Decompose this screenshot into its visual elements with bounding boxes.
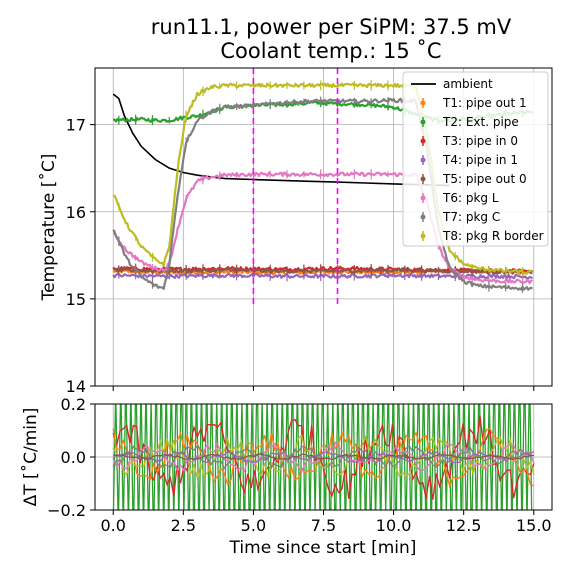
legend-label: ambient — [443, 77, 493, 91]
bottom-y-tick-label: 0.0 — [61, 448, 86, 467]
x-axis-label: Time since start [min] — [229, 538, 417, 558]
top-y-tick-label: 16 — [66, 203, 86, 222]
legend-entry: T5: pipe out 0 — [420, 172, 527, 186]
top-y-axis-label: Temperature [˚C] — [38, 154, 59, 302]
legend-entry: T2: Ext. pipe — [420, 115, 519, 129]
legend-marker-dot — [420, 157, 426, 163]
x-tick-label: 7.5 — [311, 516, 336, 535]
series-line — [112, 97, 533, 291]
top-y-tick-label: 14 — [66, 377, 86, 396]
legend-label: T4: pipe in 1 — [442, 153, 518, 167]
bottom-y-tick-label: −0.2 — [47, 501, 86, 520]
series-line — [112, 272, 533, 280]
derivative-series-7 — [113, 453, 534, 461]
legend-entry: T3: pipe in 0 — [420, 134, 518, 148]
legend-marker-dot — [420, 100, 426, 106]
legend-label: T3: pipe in 0 — [442, 134, 518, 148]
legend-marker-dot — [420, 138, 426, 144]
top-y-tick-label: 15 — [66, 290, 86, 309]
legend-entry: T1: pipe out 1 — [420, 96, 527, 110]
legend-label: T6: pkg L — [442, 191, 499, 205]
legend-entry: T8: pkg R border — [420, 229, 544, 243]
legend-label: T7: pkg C — [442, 210, 500, 224]
bottom-data-area — [112, 404, 535, 510]
series-line — [112, 267, 534, 275]
legend-marker-dot — [420, 119, 426, 125]
x-tick-label: 15.0 — [516, 516, 552, 535]
series-line — [113, 82, 533, 275]
legend-label: T5: pipe out 0 — [442, 172, 527, 186]
derivative-series-2 — [112, 427, 534, 489]
legend-marker-dot — [420, 176, 426, 182]
chart-title-line-1: run11.1, power per SiPM: 37.5 mV — [151, 15, 512, 39]
legend-entry: ambient — [411, 77, 493, 91]
x-tick-label: 12.5 — [446, 516, 482, 535]
x-tick-label: 0.0 — [100, 516, 125, 535]
top-plot: 14 15 16 17 ambient T1: pipe out 1 T2: Ext. pi… — [66, 67, 553, 396]
derivative-series-0 — [112, 404, 533, 510]
x-tick-label: 10.0 — [376, 516, 412, 535]
bottom-plot: −0.2 0.0 0.2 0.0 2.5 5.0 7.5 10.0 12.5 15.0 — [47, 395, 553, 535]
legend-label: T8: pkg R border — [442, 229, 544, 243]
derivative-series-5 — [112, 445, 535, 470]
legend-marker-dot — [420, 214, 426, 220]
legend-entry: T6: pkg L — [420, 191, 499, 205]
bottom-y-axis-label: ΔT [˚C/min] — [20, 408, 41, 507]
legend-marker-dot — [420, 195, 426, 201]
legend-marker-dot — [420, 233, 426, 239]
legend-entry: T4: pipe in 1 — [420, 153, 518, 167]
legend-label: T1: pipe out 1 — [442, 96, 527, 110]
bottom-y-tick-label: 0.2 — [61, 395, 86, 414]
chart-title-line-2: Coolant temp.: 15 ˚C — [220, 39, 441, 63]
top-y-tick-label: 17 — [66, 116, 86, 135]
x-tick-label: 2.5 — [171, 516, 196, 535]
series-line — [112, 171, 534, 285]
legend-label: T2: Ext. pipe — [442, 115, 519, 129]
x-tick-label: 5.0 — [241, 516, 266, 535]
legend-box — [402, 71, 549, 247]
legend-entry: T7: pkg C — [420, 210, 500, 224]
